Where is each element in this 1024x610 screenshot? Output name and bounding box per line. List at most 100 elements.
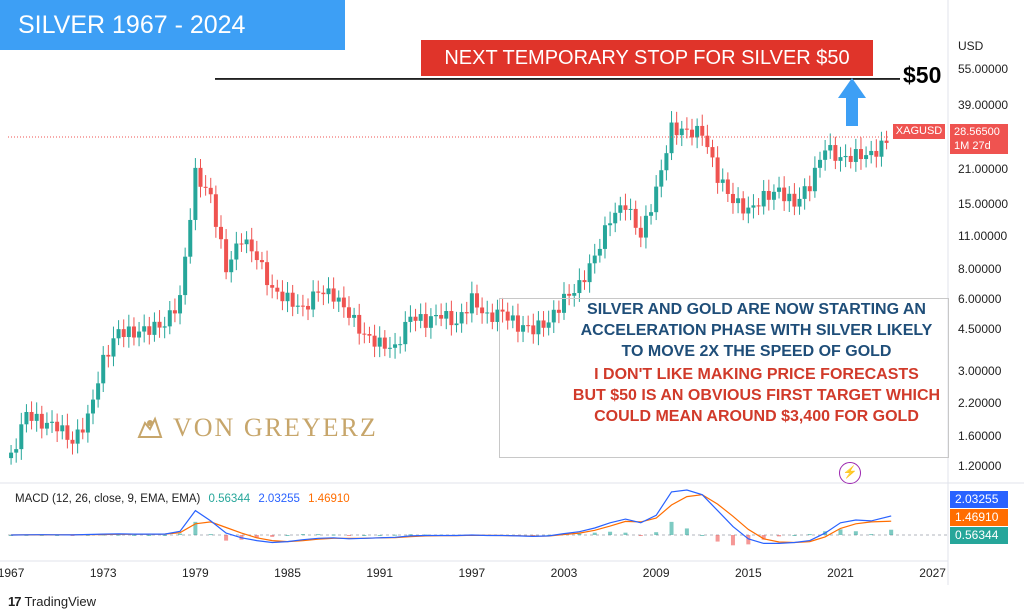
candle-body xyxy=(669,122,674,154)
candle-body xyxy=(34,413,39,421)
macd-histogram-bar xyxy=(654,532,659,535)
candle-body xyxy=(14,449,19,453)
candle-body xyxy=(387,347,392,349)
candle-body xyxy=(167,310,172,327)
candle-body xyxy=(705,135,710,148)
candle-body xyxy=(818,159,823,168)
lightning-icon[interactable]: ⚡ xyxy=(839,462,861,484)
candle-body xyxy=(203,186,208,188)
time-tick-label: 1979 xyxy=(182,566,209,580)
price-tick-label: 39.00000 xyxy=(958,97,1009,112)
candle-body xyxy=(444,311,449,319)
candle-body xyxy=(551,309,556,323)
candle-body xyxy=(526,325,531,327)
candle-body xyxy=(70,439,75,444)
candle-body xyxy=(172,310,177,314)
candle-body xyxy=(536,320,541,335)
candle-body xyxy=(111,338,116,357)
candle-body xyxy=(761,190,766,207)
watermark-text: VON GREYERZ xyxy=(173,413,378,442)
watermark-logo: VON GREYERZ xyxy=(135,413,378,443)
candle-body xyxy=(730,193,735,204)
macd-histogram-bar xyxy=(777,535,782,537)
candle-body xyxy=(643,215,648,238)
candle-body xyxy=(597,248,602,256)
tradingview-logo[interactable]: 17 TradingView xyxy=(8,594,96,609)
candle-body xyxy=(208,187,213,195)
macd-histogram-bar xyxy=(193,521,198,535)
candle-body xyxy=(741,198,746,214)
commentary-box xyxy=(499,298,949,458)
candle-body xyxy=(858,149,863,160)
candle-body xyxy=(157,321,162,328)
macd-histogram-bar xyxy=(9,535,14,536)
macd-legend[interactable]: MACD (12, 26, close, 9, EMA, EMA) 0.5634… xyxy=(15,493,350,505)
macd-histogram-bar xyxy=(147,535,152,536)
bar-countdown: 1M 27d xyxy=(954,140,991,152)
macd-histogram-bar xyxy=(270,535,275,537)
candle-body xyxy=(649,212,654,216)
macd-histogram-bar xyxy=(746,535,751,545)
candle-body xyxy=(879,140,884,157)
candle-body xyxy=(690,129,695,138)
candle-body xyxy=(633,208,638,228)
macd-line-tag: 2.03255 xyxy=(950,491,1008,508)
macd-histogram-bar xyxy=(623,532,628,535)
macd-line-value: 2.03255 xyxy=(258,493,300,505)
price-tick-label: 2.20000 xyxy=(958,395,1002,410)
griffin-icon xyxy=(137,416,163,438)
up-arrow-icon xyxy=(838,78,866,126)
candle-body xyxy=(792,193,797,207)
currency-label[interactable]: USD xyxy=(958,39,984,53)
candle-body xyxy=(746,207,751,214)
tradingview-icon: 17 xyxy=(8,594,22,609)
chart-title: SILVER 1967 - 2024 xyxy=(0,0,345,50)
last-price-tag: 28.56500 1M 27d xyxy=(950,124,1008,154)
candle-body xyxy=(96,383,101,400)
candle-body xyxy=(572,293,577,296)
candle-body xyxy=(602,225,607,249)
macd-histogram-bar xyxy=(730,535,735,546)
candle-body xyxy=(459,312,464,324)
time-tick-label: 2027 xyxy=(919,566,946,580)
candle-body xyxy=(300,305,305,307)
candle-body xyxy=(259,260,264,263)
macd-histogram-bar xyxy=(55,535,60,536)
price-tick-label: 3.00000 xyxy=(958,363,1002,378)
note-line-3: TO MOVE 2X THE SPEED OF GOLD xyxy=(621,343,892,360)
candle-body xyxy=(352,314,357,318)
time-tick-label: 1997 xyxy=(458,566,486,580)
price-tick-label: 55.00000 xyxy=(958,62,1009,77)
candle-body xyxy=(188,219,193,257)
candle-body xyxy=(710,147,715,158)
candle-body xyxy=(782,187,787,202)
macd-histogram-bar xyxy=(638,535,643,536)
macd-histogram-bar xyxy=(377,535,382,536)
candle-body xyxy=(193,167,198,220)
candle-body xyxy=(562,293,567,313)
candle-body xyxy=(787,193,792,202)
macd-histogram-bar xyxy=(408,534,413,536)
candle-body xyxy=(19,424,24,450)
candle-body xyxy=(393,344,398,348)
macd-histogram-bar xyxy=(224,535,229,541)
macd-histogram-bar xyxy=(592,532,597,535)
candle-body xyxy=(147,326,152,335)
macd-histogram-bar xyxy=(39,534,44,536)
candle-body xyxy=(254,251,259,261)
macd-histogram-bar xyxy=(316,534,321,536)
price-tick-label: 11.00000 xyxy=(958,228,1008,243)
candle-body xyxy=(715,157,720,183)
macd-histogram-bar xyxy=(869,534,874,536)
macd-histogram-bar xyxy=(254,535,259,538)
candle-body xyxy=(777,187,782,192)
candle-body xyxy=(567,293,572,296)
candle-body xyxy=(695,125,700,138)
candle-body xyxy=(474,293,479,308)
candle-body xyxy=(449,311,454,326)
note-line-1: SILVER AND GOLD ARE NOW STARTING AN xyxy=(587,301,926,318)
candle-body xyxy=(372,335,377,347)
candle-body xyxy=(29,411,34,421)
target-callout: NEXT TEMPORARY STOP FOR SILVER $50 xyxy=(421,40,873,76)
macd-histogram-bar xyxy=(70,535,75,536)
